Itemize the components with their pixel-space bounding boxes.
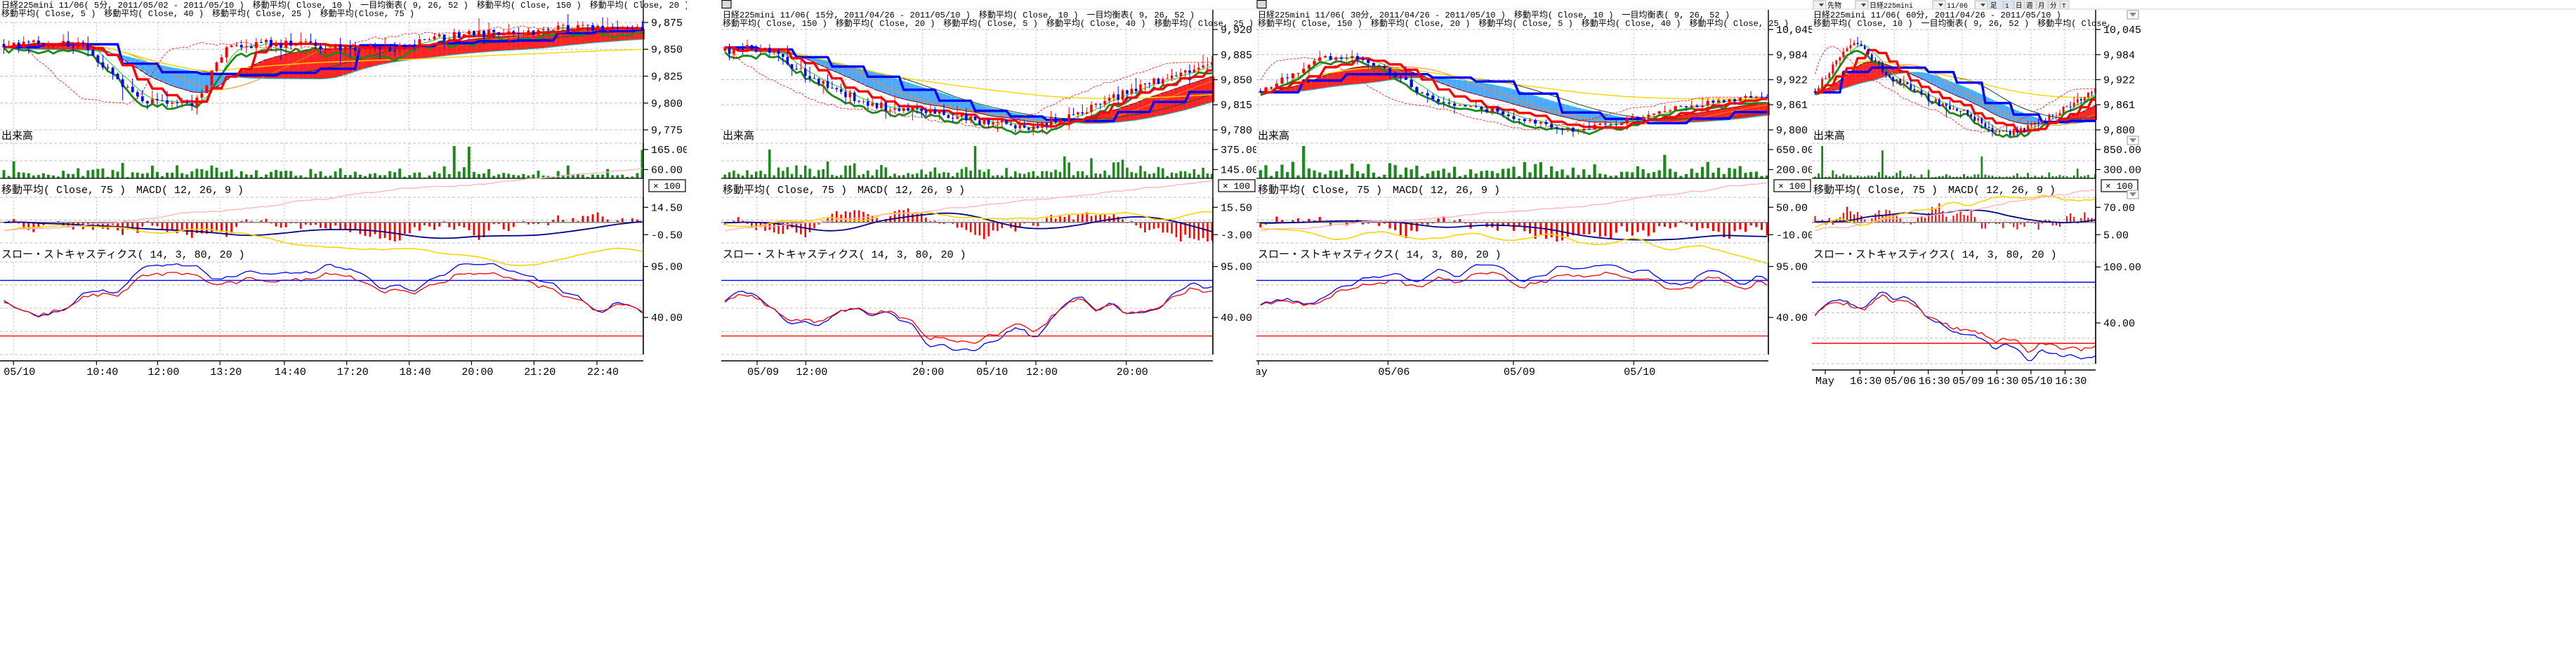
svg-text:10,045: 10,045 [1776,25,1812,37]
svg-text:05/09: 05/09 [1952,376,1984,388]
svg-text:May: May [1815,376,1834,388]
svg-text:日: 日 [2016,2,2023,10]
svg-text:移動平均( Close, 75 ) MACD( 12, 26: 移動平均( Close, 75 ) MACD( 12, 26, 9 ) [1,184,244,197]
svg-text:21:20: 21:20 [524,366,556,378]
svg-text:22:40: 22:40 [587,366,619,378]
svg-text:9,885: 9,885 [1221,50,1252,62]
svg-text:60.00: 60.00 [651,165,683,177]
svg-text:9,850: 9,850 [651,44,683,56]
svg-text:-3.00: -3.00 [1221,230,1252,242]
svg-text:出来高: 出来高 [1,130,33,143]
svg-text:-10.00: -10.00 [1776,230,1812,242]
svg-text:月: 月 [2038,2,2045,10]
svg-text:× 100: × 100 [653,181,681,192]
svg-text:16:30: 16:30 [1850,376,1881,388]
svg-text:9,861: 9,861 [2103,100,2135,112]
svg-text:05/09: 05/09 [747,366,779,378]
svg-text:12:00: 12:00 [796,366,827,378]
svg-text:40.00: 40.00 [1776,312,1808,324]
svg-text:週: 週 [2026,1,2033,10]
svg-text:出来高: 出来高 [723,130,754,143]
svg-text:05/10: 05/10 [2021,376,2053,388]
svg-text:移動平均( Close, 150 ) 移動平均( Close: 移動平均( Close, 150 ) 移動平均( Close, 20 ) 移動平… [723,18,1254,29]
svg-text:40.00: 40.00 [1221,312,1252,324]
svg-text:10:40: 10:40 [86,366,118,378]
svg-text:165.00: 165.00 [651,145,687,157]
svg-text:05/09: 05/09 [1504,366,1535,378]
svg-text:100.00: 100.00 [2103,262,2141,274]
svg-text:05/10: 05/10 [1624,366,1655,378]
svg-text:300.00: 300.00 [2103,165,2141,177]
svg-text:17:20: 17:20 [337,366,369,378]
svg-text:05/06: 05/06 [1378,366,1409,378]
svg-text:移動平均( Close, 5 ) 移動平均( Close,: 移動平均( Close, 5 ) 移動平均( Close, 40 ) 移動平均(… [1,8,414,19]
svg-text:出来高: 出来高 [1258,130,1289,143]
svg-text:9,815: 9,815 [1221,100,1252,112]
svg-text:足: 足 [1990,2,1997,10]
svg-text:05/10: 05/10 [976,366,1008,378]
svg-text:12:00: 12:00 [1026,366,1058,378]
svg-text:1: 1 [2005,2,2009,10]
svg-text:出来高: 出来高 [1813,130,1845,143]
svg-text:スロー・ストキャスティクス( 14, 3, 80, 20 ): スロー・ストキャスティクス( 14, 3, 80, 20 ) [1813,249,2057,261]
svg-text:70.00: 70.00 [2103,202,2135,214]
svg-text:40.00: 40.00 [2103,318,2135,330]
svg-text:-0.50: -0.50 [651,230,683,242]
svg-text:9,800: 9,800 [2103,125,2135,137]
svg-text:95.00: 95.00 [1221,262,1252,274]
svg-text:移動平均( Close, 75 ) MACD( 12, 26: 移動平均( Close, 75 ) MACD( 12, 26, 9 ) [1258,184,1500,197]
svg-text:850.00: 850.00 [2103,145,2141,157]
svg-text:650.00: 650.00 [1776,145,1812,157]
svg-text:9,825: 9,825 [651,72,683,84]
svg-text:95.00: 95.00 [651,262,683,274]
svg-text:50.00: 50.00 [1776,202,1808,214]
svg-text:× 100: × 100 [1223,181,1250,192]
svg-text:12:00: 12:00 [147,366,179,378]
svg-text:移動平均( Close, 75 ) MACD( 12, 26: 移動平均( Close, 75 ) MACD( 12, 26, 9 ) [723,184,965,197]
svg-text:20:00: 20:00 [912,366,944,378]
svg-text:スロー・ストキャスティクス( 14, 3, 80, 20 ): スロー・ストキャスティクス( 14, 3, 80, 20 ) [1,249,245,261]
svg-text:9,800: 9,800 [1776,125,1808,137]
svg-text:スロー・ストキャスティクス( 14, 3, 80, 20 ): スロー・ストキャスティクス( 14, 3, 80, 20 ) [723,249,966,261]
svg-text:14.50: 14.50 [651,202,683,214]
svg-text:9,922: 9,922 [1776,75,1808,87]
svg-text:移動平均( Close, 150 ) 移動平均( Close: 移動平均( Close, 150 ) 移動平均( Close, 20 ) 移動平… [1258,18,1789,29]
svg-text:375.00: 375.00 [1221,145,1256,157]
svg-text:20:00: 20:00 [1117,366,1148,378]
svg-text:95.00: 95.00 [1776,262,1808,274]
svg-text:9,922: 9,922 [2103,75,2135,87]
svg-text:40.00: 40.00 [651,312,683,324]
svg-text:13:20: 13:20 [210,366,242,378]
svg-text:15.50: 15.50 [1221,202,1252,214]
svg-text:9,920: 9,920 [1221,25,1252,37]
svg-text:05/06: 05/06 [1884,376,1916,388]
svg-text:移動平均( Close, 10 ) 一目均衡表( 9, 26: 移動平均( Close, 10 ) 一目均衡表( 9, 26, 52 ) 移動平… [1813,18,2112,29]
svg-text:9,775: 9,775 [651,125,683,137]
svg-text:145.00: 145.00 [1221,165,1256,177]
svg-text:T: T [2062,2,2066,10]
svg-text:9,861: 9,861 [1776,100,1808,112]
svg-text:9,984: 9,984 [2103,50,2135,62]
svg-text:May: May [1256,366,1268,378]
svg-text:分: 分 [2050,2,2057,10]
svg-text:9,875: 9,875 [651,18,683,29]
svg-text:200.00: 200.00 [1776,165,1812,177]
svg-text:16:30: 16:30 [2055,376,2087,388]
svg-text:9,984: 9,984 [1776,50,1808,62]
svg-text:20:00: 20:00 [461,366,493,378]
svg-text:9,780: 9,780 [1221,125,1252,137]
svg-text:9,850: 9,850 [1221,75,1252,87]
svg-text:18:40: 18:40 [400,366,431,378]
svg-text:14:40: 14:40 [275,366,306,378]
svg-text:移動平均( Close, 75 ) MACD( 12, 26: 移動平均( Close, 75 ) MACD( 12, 26, 9 ) [1813,184,2056,197]
svg-text:× 100: × 100 [1778,181,1806,192]
svg-text:10,045: 10,045 [2103,25,2141,37]
svg-text:16:30: 16:30 [1987,376,2018,388]
svg-text:05/10: 05/10 [4,366,35,378]
svg-text:16:30: 16:30 [1919,376,1950,388]
svg-text:9,800: 9,800 [651,98,683,110]
svg-text:5.00: 5.00 [2103,230,2129,242]
svg-text:スロー・ストキャスティクス( 14, 3, 80, 20 ): スロー・ストキャスティクス( 14, 3, 80, 20 ) [1258,249,1501,261]
